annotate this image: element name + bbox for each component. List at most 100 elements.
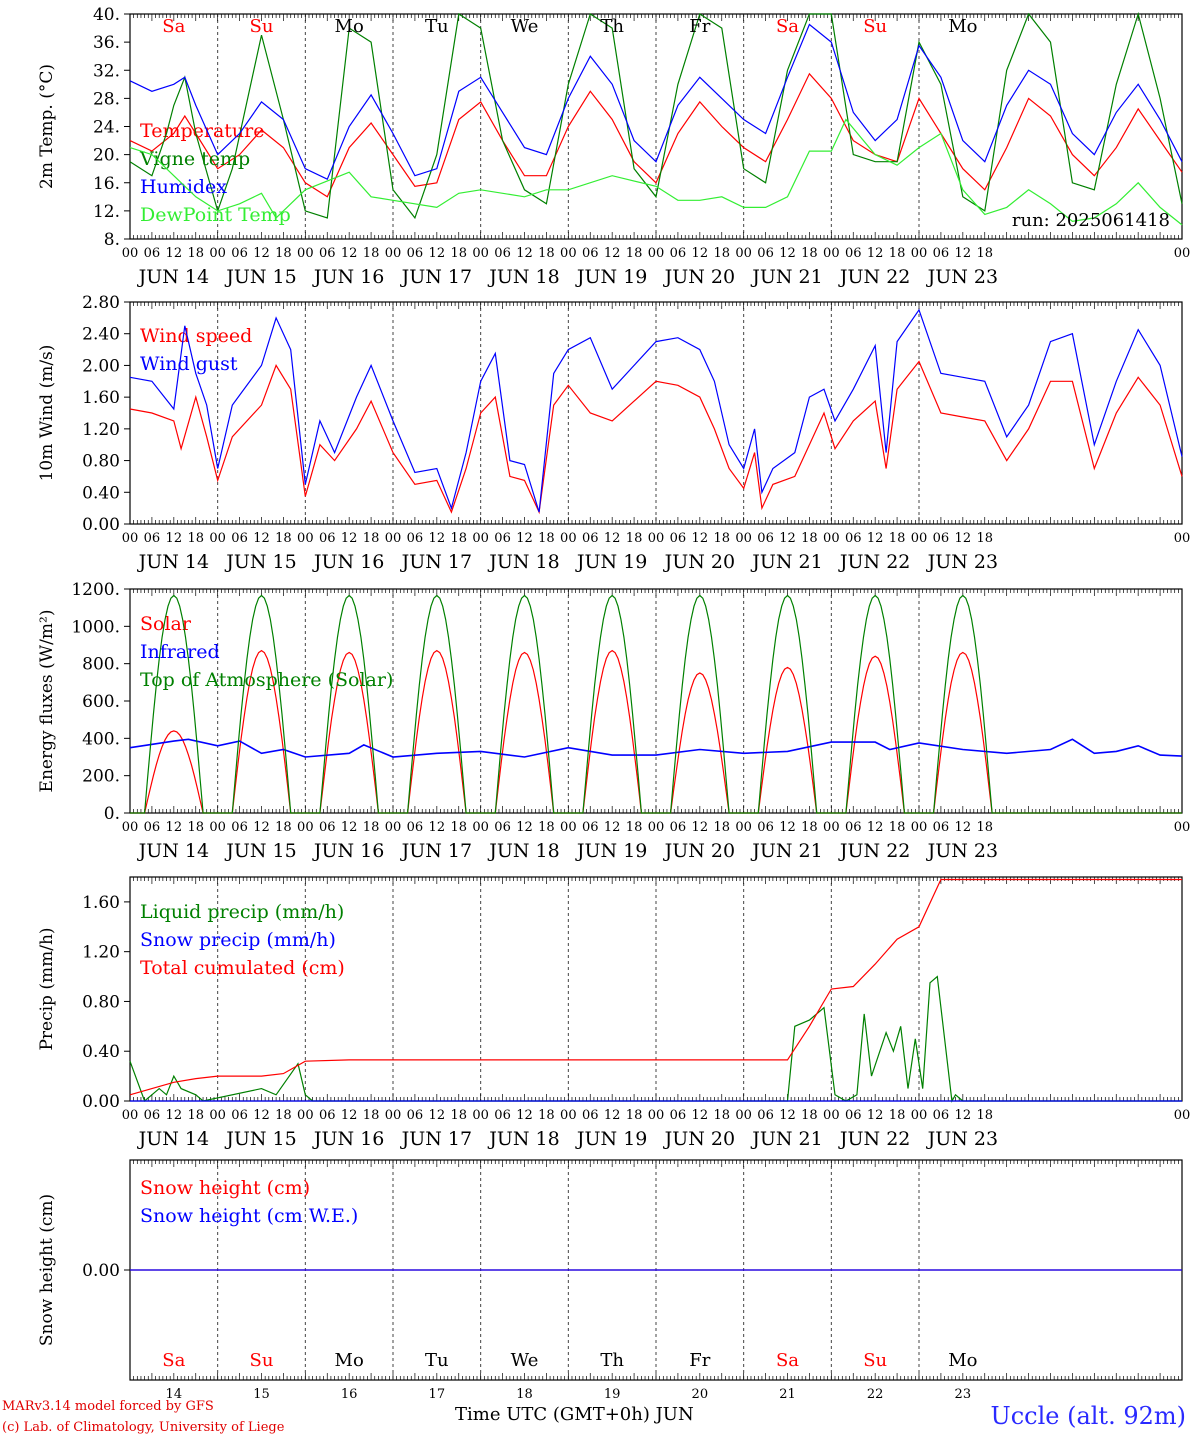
hour-label: 18 — [976, 531, 993, 546]
model-credit: MARv3.14 model forced by GFS — [2, 1399, 214, 1414]
hour-label: 18 — [801, 531, 818, 546]
hour-label: 18 — [450, 531, 467, 546]
date-label: JUN 14 — [137, 266, 209, 288]
hour-label: 18 — [889, 1108, 906, 1123]
hour-label: 00 — [648, 246, 665, 261]
y-tick-label: 800. — [82, 655, 120, 675]
series-line-2 — [129, 738, 1183, 758]
day-number-label: 19 — [604, 1387, 621, 1402]
hour-label: 18 — [187, 531, 204, 546]
legend-entry: Total cumulated (cm) — [140, 957, 345, 979]
date-label: JUN 17 — [400, 1128, 472, 1150]
y-tick-label: 12. — [93, 202, 120, 222]
y-tick-label: 0.00 — [82, 1092, 120, 1112]
hour-label: 12 — [867, 531, 884, 546]
hour-label: 18 — [801, 820, 818, 835]
y-tick-label: 28. — [93, 89, 120, 109]
date-label: JUN 19 — [575, 266, 647, 288]
date-label: JUN 23 — [926, 266, 998, 288]
hour-label: 06 — [144, 531, 161, 546]
hour-label: 12 — [166, 1108, 183, 1123]
series-line-1 — [129, 72, 1183, 198]
weekday-label: Sa — [776, 16, 799, 37]
hour-label: 18 — [713, 1108, 730, 1123]
hour-label: 12 — [867, 820, 884, 835]
legend-entry: DewPoint Temp — [140, 204, 291, 226]
hour-label: 06 — [670, 1108, 687, 1123]
hour-label: 00 — [1174, 246, 1191, 261]
legend-entry: Liquid precip (mm/h) — [140, 901, 344, 923]
hour-label: 12 — [166, 531, 183, 546]
hour-label: 12 — [516, 246, 533, 261]
legend-entry: Wind speed — [140, 325, 252, 347]
y-tick-label: 2.40 — [82, 325, 120, 345]
date-label: JUN 15 — [224, 840, 296, 862]
hour-label: 18 — [187, 246, 204, 261]
hour-label: 12 — [429, 246, 446, 261]
hour-label: 06 — [319, 246, 336, 261]
hour-label: 18 — [626, 531, 643, 546]
date-label: JUN 18 — [487, 1128, 559, 1150]
legend-entry: Solar — [140, 613, 192, 635]
hour-label: 06 — [933, 246, 950, 261]
hour-label: 18 — [889, 820, 906, 835]
hour-label: 12 — [604, 531, 621, 546]
hour-label: 06 — [231, 246, 248, 261]
weekday-label: We — [511, 1350, 539, 1371]
hour-label: 12 — [867, 246, 884, 261]
hour-label: 18 — [450, 246, 467, 261]
hour-label: 00 — [122, 531, 139, 546]
hour-label: 06 — [757, 246, 774, 261]
hour-label: 12 — [779, 246, 796, 261]
hour-label: 18 — [275, 1108, 292, 1123]
hour-label: 12 — [955, 531, 972, 546]
series-line-1 — [129, 975, 1182, 1103]
series-line-3 — [130, 594, 1182, 814]
run-annotation: run: 2025061418 — [1012, 210, 1170, 231]
hour-label: 18 — [363, 820, 380, 835]
hour-label: 18 — [363, 1108, 380, 1123]
hour-label: 06 — [494, 531, 511, 546]
hour-label: 18 — [626, 246, 643, 261]
hour-label: 06 — [319, 531, 336, 546]
date-label: JUN 19 — [575, 1128, 647, 1150]
series-line-3 — [129, 878, 1182, 1096]
hour-label: 18 — [450, 1108, 467, 1123]
weekday-label: Th — [600, 16, 624, 37]
hour-label: 18 — [275, 246, 292, 261]
hour-label: 18 — [538, 1108, 555, 1123]
hour-label: 00 — [648, 1108, 665, 1123]
weekday-label: Su — [863, 1350, 887, 1371]
weekday-label: Mo — [948, 1350, 977, 1371]
date-label: JUN 22 — [838, 551, 910, 573]
hour-label: 06 — [407, 1108, 424, 1123]
hour-label: 06 — [933, 531, 950, 546]
hour-label: 00 — [385, 820, 402, 835]
date-label: JUN 22 — [838, 1128, 910, 1150]
hour-label: 06 — [582, 531, 599, 546]
date-label: JUN 18 — [487, 551, 559, 573]
weekday-label: Su — [250, 1350, 274, 1371]
hour-label: 06 — [845, 820, 862, 835]
hour-label: 12 — [429, 531, 446, 546]
hour-label: 06 — [231, 531, 248, 546]
day-number-label: 17 — [429, 1387, 446, 1402]
hour-label: 12 — [341, 246, 358, 261]
hour-label: 18 — [538, 531, 555, 546]
weekday-label: We — [511, 16, 539, 37]
hour-label: 06 — [582, 1108, 599, 1123]
date-label: JUN 15 — [224, 266, 296, 288]
hour-label: 00 — [297, 531, 314, 546]
y-tick-label: 16. — [93, 174, 120, 194]
hour-label: 12 — [779, 820, 796, 835]
date-label: JUN 14 — [137, 840, 209, 862]
hour-label: 06 — [231, 820, 248, 835]
hour-label: 06 — [933, 1108, 950, 1123]
hour-label: 00 — [122, 820, 139, 835]
series-line-2 — [129, 308, 1183, 513]
y-tick-label: 8. — [104, 230, 120, 250]
legend-entry: Top of Atmosphere (Solar) — [140, 669, 393, 691]
lab-credit: (c) Lab. of Climatology, University of L… — [2, 1420, 285, 1435]
hour-label: 00 — [823, 246, 840, 261]
